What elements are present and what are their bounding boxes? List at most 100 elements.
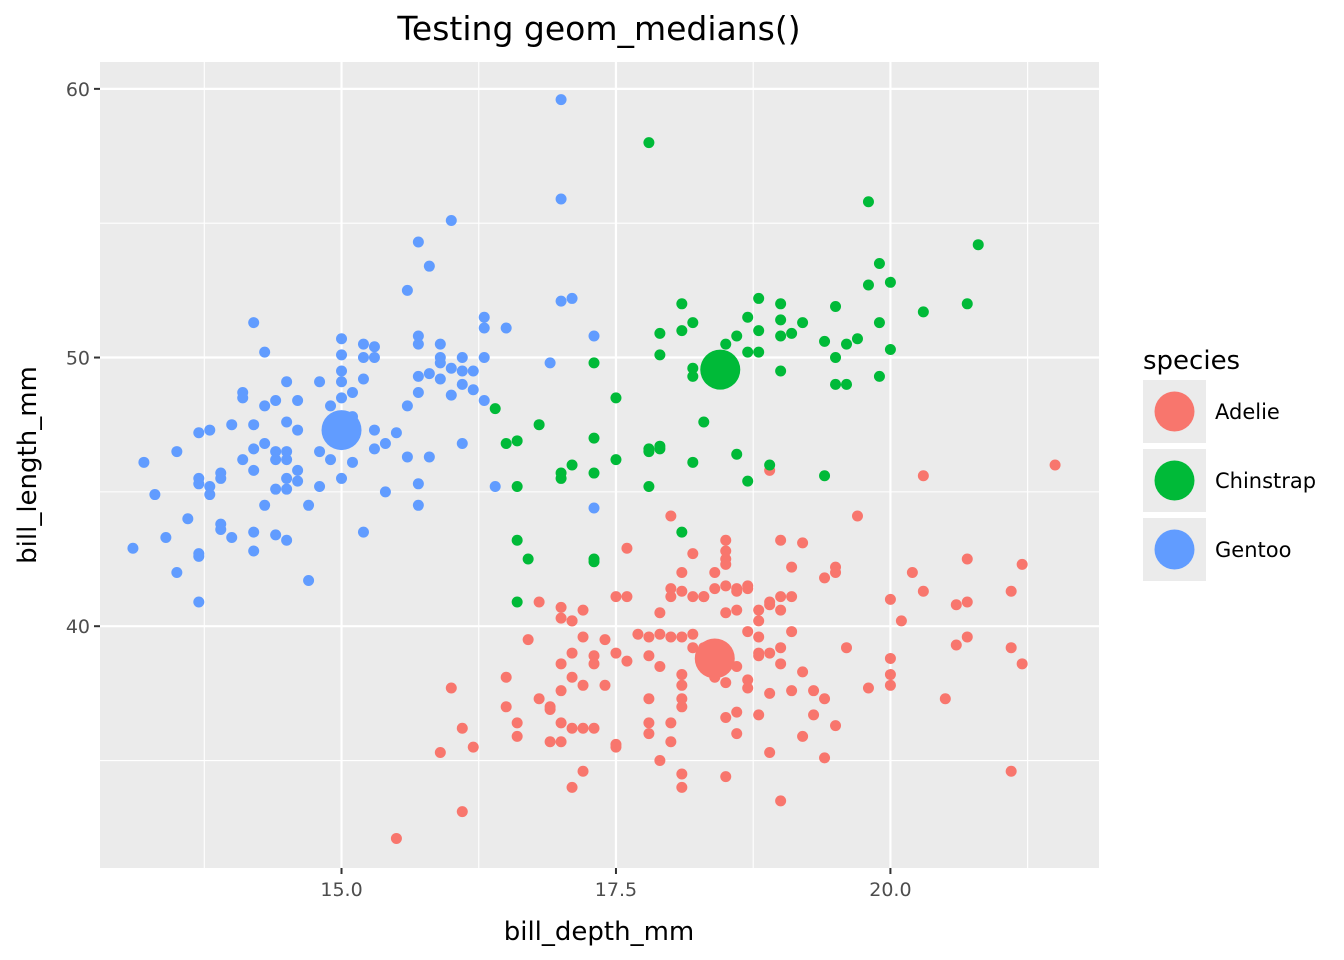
point-adelie [764,687,776,699]
point-adelie [775,795,787,807]
point-adelie [808,709,820,721]
point-adelie [775,642,787,654]
point-gentoo [434,357,446,369]
point-chinstrap [961,298,973,310]
point-adelie [500,671,512,683]
point-gentoo [171,566,183,578]
point-gentoo [489,480,501,492]
point-adelie [676,631,688,643]
point-gentoo [270,529,282,541]
point-adelie [906,566,918,578]
point-adelie [610,647,622,659]
point-chinstrap [819,470,831,482]
point-gentoo [346,386,358,398]
point-gentoo [281,483,293,495]
point-adelie [786,685,798,697]
point-chinstrap [753,325,765,337]
point-gentoo [412,478,424,490]
point-gentoo [456,365,468,377]
point-gentoo [379,438,391,450]
chart-title: Testing geom_medians() [396,9,800,48]
point-adelie [599,679,611,691]
point-gentoo [368,443,380,455]
point-gentoo [292,475,304,487]
point-gentoo [555,94,567,106]
x-tick-label: 17.5 [595,879,637,901]
minor-grid [100,62,1099,868]
point-gentoo [412,370,424,382]
point-adelie [884,679,896,691]
point-chinstrap [851,333,863,345]
point-chinstrap [511,435,523,447]
point-gentoo [346,456,358,468]
point-adelie [555,685,567,697]
point-chinstrap [588,357,600,369]
point-chinstrap [830,300,842,312]
point-gentoo [445,362,457,374]
point-adelie [555,736,567,748]
point-gentoo [445,389,457,401]
point-gentoo [281,472,293,484]
point-gentoo [478,311,490,323]
point-gentoo [160,532,172,544]
point-chinstrap [687,370,699,382]
point-adelie [610,741,622,753]
point-gentoo [270,446,282,458]
point-adelie [884,593,896,605]
point-adelie [687,642,699,654]
point-gentoo [434,338,446,350]
point-adelie [939,693,951,705]
point-adelie [566,615,578,627]
point-gentoo [401,284,413,296]
point-adelie [917,585,929,597]
legend-label-gentoo: Gentoo [1215,538,1291,562]
point-chinstrap [555,467,567,479]
point-adelie [676,669,688,681]
point-chinstrap [873,370,885,382]
point-adelie [456,806,468,818]
point-adelie [775,534,787,546]
point-gentoo [555,295,567,307]
point-adelie [654,755,666,767]
point-adelie [676,679,688,691]
point-adelie [555,658,567,670]
point-gentoo [456,438,468,450]
point-adelie [1049,459,1061,471]
point-gentoo [314,376,326,388]
point-chinstrap [676,325,688,337]
point-gentoo [390,427,402,439]
point-adelie [511,730,523,742]
point-adelie [566,671,578,683]
point-adelie [742,580,754,592]
point-gentoo [412,338,424,350]
point-adelie [731,728,743,740]
point-adelie [577,604,589,616]
point-adelie [764,746,776,758]
point-adelie [753,709,765,721]
point-adelie [775,604,787,616]
point-adelie [643,728,655,740]
point-gentoo [478,352,490,364]
point-adelie [797,537,809,549]
point-gentoo [215,467,227,479]
point-chinstrap [742,346,754,358]
point-adelie [797,666,809,678]
x-tick-label: 20.0 [869,879,911,901]
point-gentoo [237,454,249,466]
legend-label-chinstrap: Chinstrap [1215,469,1316,493]
point-adelie [456,722,468,734]
point-chinstrap [862,279,874,291]
point-gentoo [292,464,304,476]
point-gentoo [423,260,435,272]
point-adelie [720,580,732,592]
point-chinstrap [797,317,809,329]
point-adelie [720,607,732,619]
point-adelie [819,752,831,764]
point-adelie [522,634,534,646]
point-adelie [555,612,567,624]
point-adelie [753,631,765,643]
point-gentoo [336,472,348,484]
point-chinstrap [588,553,600,565]
point-chinstrap [676,298,688,310]
point-adelie [709,566,721,578]
